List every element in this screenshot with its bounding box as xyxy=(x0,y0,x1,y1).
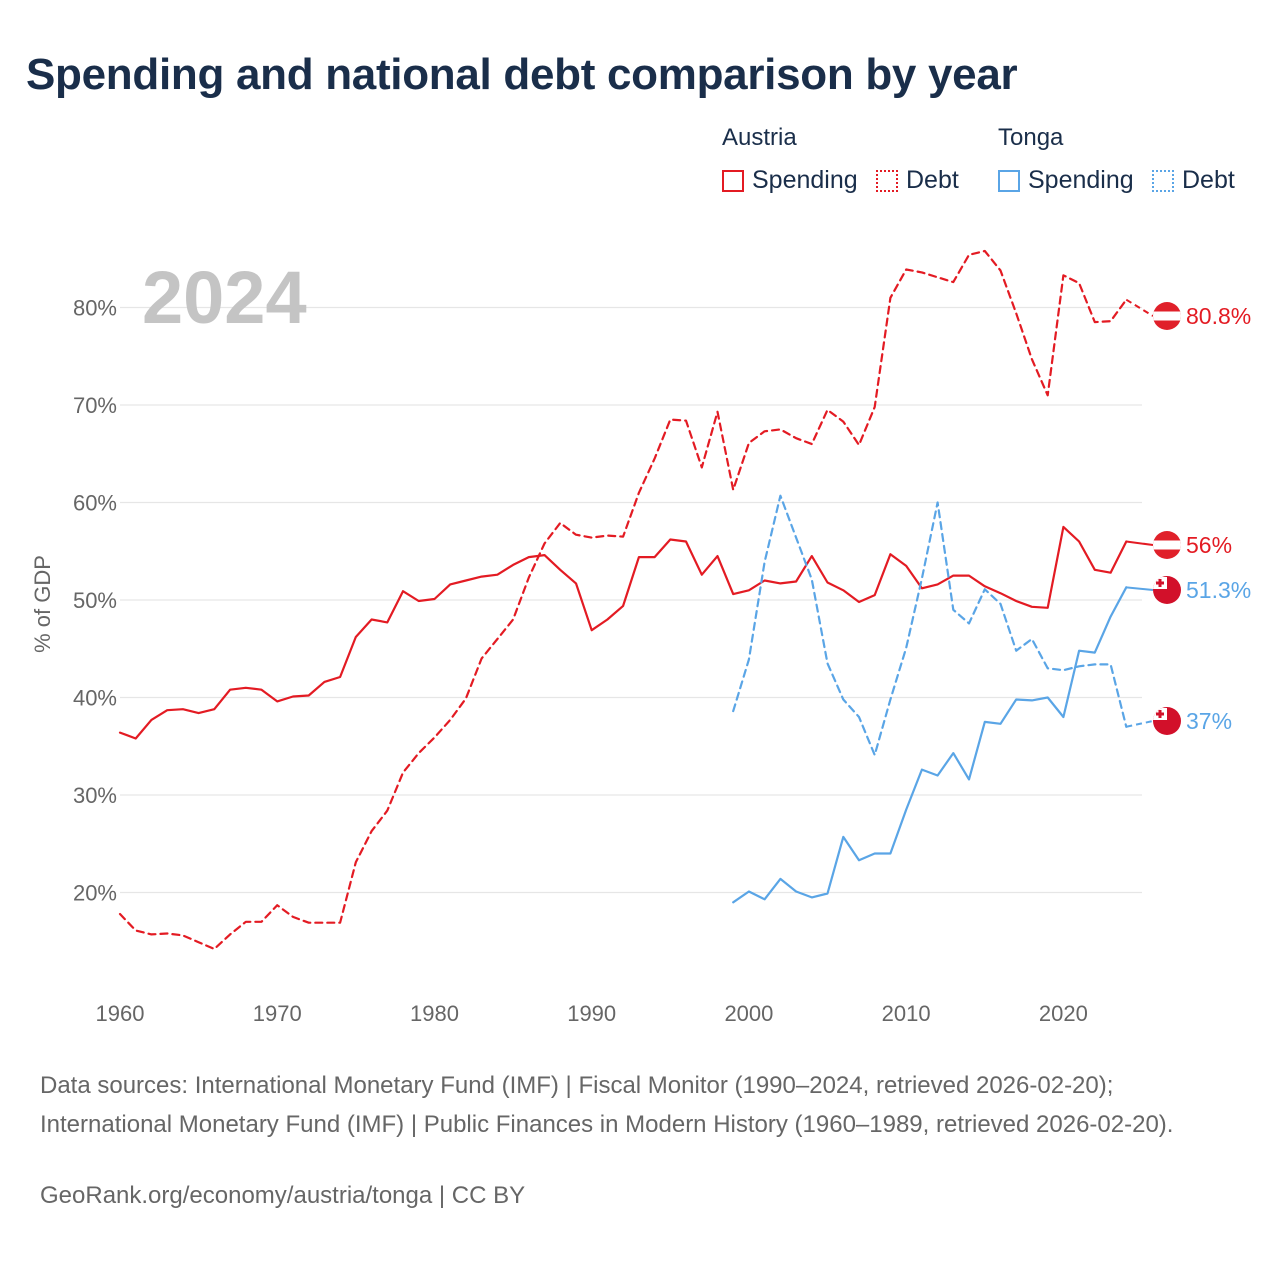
legend-label: Spending xyxy=(1028,166,1134,194)
flag-cross-h xyxy=(1156,712,1164,716)
tonga-spending-line xyxy=(732,586,1128,904)
y-tick-label: 60% xyxy=(73,491,117,516)
y-tick-label: 80% xyxy=(73,296,117,321)
austria-spending-line xyxy=(118,525,1128,740)
x-axis-ticks: 1960 1970 1980 1990 2000 2010 2020 xyxy=(96,1001,1088,1026)
x-tick-label: 2010 xyxy=(882,1001,931,1026)
y-tick-label: 30% xyxy=(73,783,117,808)
end-value-label: 37% xyxy=(1186,708,1232,734)
x-tick-label: 1960 xyxy=(96,1001,145,1026)
legend-swatch-solid-blue xyxy=(998,169,1020,192)
legend-swatch-solid-red xyxy=(722,169,744,192)
y-axis-ticks: 20% 30% 40% 50% 60% 70% 80% xyxy=(73,296,117,906)
austria-flag-icon xyxy=(1153,531,1181,559)
legend-austria-spending[interactable]: Spending xyxy=(722,166,858,195)
legend-austria-debt[interactable]: Debt xyxy=(876,166,959,195)
flag-band-white xyxy=(1153,540,1181,550)
y-tick-label: 50% xyxy=(73,588,117,613)
flag-cross-h xyxy=(1156,581,1164,585)
legend-swatch-dotted-red xyxy=(876,169,898,192)
data-sources: Data sources: International Monetary Fun… xyxy=(40,1072,1174,1138)
y-tick-label: 70% xyxy=(73,393,117,418)
marker-connector xyxy=(1126,720,1154,728)
chart-title: Spending and national debt comparison by… xyxy=(26,50,1018,99)
source-credit[interactable]: GeoRank.org/economy/austria/tonga | CC B… xyxy=(40,1182,526,1209)
gridlines xyxy=(120,306,1142,894)
legend-label: Debt xyxy=(906,166,959,194)
series-lines xyxy=(118,249,1128,951)
end-markers: 80.8% 56% 51.3% 37% xyxy=(1125,298,1251,735)
y-tick-label: 20% xyxy=(73,881,117,906)
marker-connector xyxy=(1126,586,1154,591)
legend-tonga-debt[interactable]: Debt xyxy=(1152,166,1235,195)
tonga-flag-icon xyxy=(1153,576,1181,604)
legend-label: Debt xyxy=(1182,166,1235,194)
x-tick-label: 1990 xyxy=(567,1001,616,1026)
end-value-label: 56% xyxy=(1186,532,1232,558)
tonga-debt-line xyxy=(732,494,1128,757)
x-tick-label: 2000 xyxy=(724,1001,773,1026)
end-value-label: 80.8% xyxy=(1186,303,1251,329)
legend-tonga-spending[interactable]: Spending xyxy=(998,166,1134,195)
legend-group-austria: Austria xyxy=(722,124,797,151)
x-tick-label: 1970 xyxy=(253,1001,302,1026)
legend-label: Spending xyxy=(752,166,858,194)
line-chart: 20% 30% 40% 50% 60% 70% 80% 1960 1970 1980 1990 20… xyxy=(30,249,1251,1026)
austria-debt-line xyxy=(118,249,1128,951)
end-value-label: 51.3% xyxy=(1186,577,1251,603)
marker-connector xyxy=(1126,540,1154,546)
legend-swatch-dotted-blue xyxy=(1152,169,1174,192)
legend-group-tonga: Tonga xyxy=(998,124,1064,151)
y-axis-label: % of GDP xyxy=(30,555,55,653)
tonga-flag-icon xyxy=(1153,707,1181,735)
austria-flag-icon xyxy=(1153,302,1181,330)
marker-connector xyxy=(1125,298,1154,317)
year-watermark: 2024 xyxy=(142,256,307,339)
y-tick-label: 40% xyxy=(73,686,117,711)
x-tick-label: 1980 xyxy=(410,1001,459,1026)
x-tick-label: 2020 xyxy=(1039,1001,1088,1026)
flag-band-white xyxy=(1153,311,1181,321)
